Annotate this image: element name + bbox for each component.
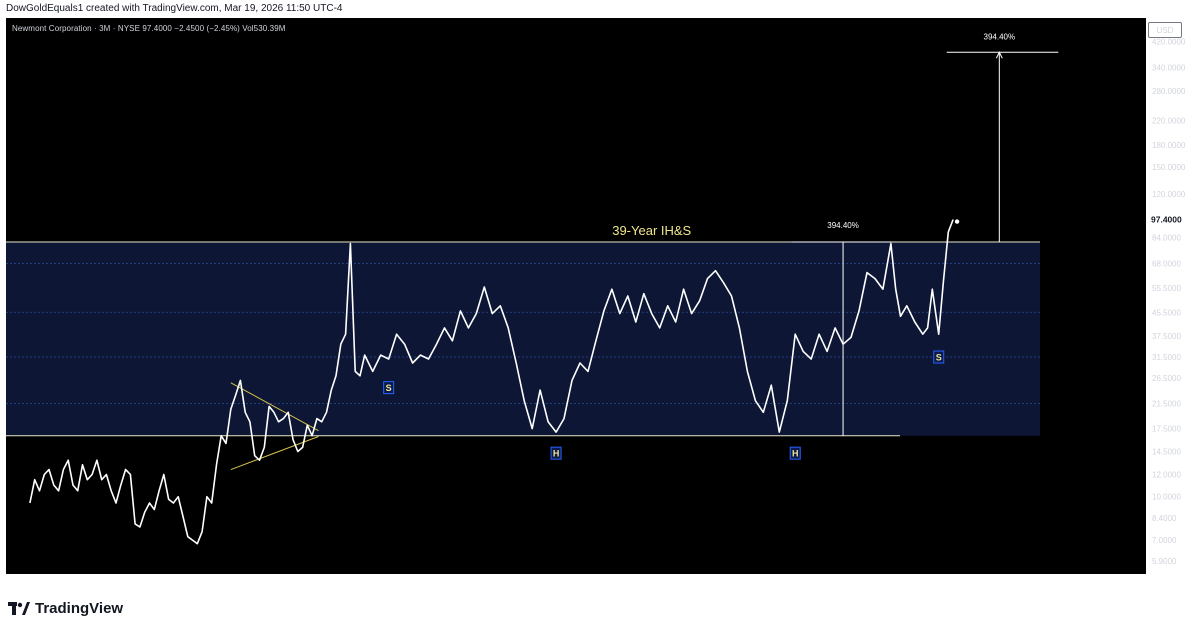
pattern-point-label: S [386, 383, 392, 393]
pattern-point-box [933, 350, 945, 364]
pattern-point-label: S [936, 353, 942, 363]
y-tick-label: 31.5000 [1152, 353, 1181, 362]
triangle-lower-line [230, 436, 319, 471]
target-arrowhead [995, 51, 1003, 59]
channel-fill [6, 242, 1040, 436]
pattern-point-label: H [792, 449, 799, 459]
price-series [29, 219, 960, 545]
series-line [29, 219, 954, 545]
y-tick-label: 68.0000 [1152, 259, 1181, 268]
y-tick-label: 45.5000 [1152, 308, 1181, 317]
pattern-point-box [383, 381, 395, 395]
attribution-text: DowGoldEquals1 created with TradingView.… [6, 3, 343, 14]
y-tick-label: 17.5000 [1152, 425, 1181, 434]
y-tick-label: 12.0000 [1152, 471, 1181, 480]
y-tick-label: 14.5000 [1152, 447, 1181, 456]
y-tick-label: 340.0000 [1152, 63, 1186, 72]
pattern-point-box [789, 446, 801, 460]
y-tick-label: 280.0000 [1152, 87, 1186, 96]
y-tick-label: 37.5000 [1152, 332, 1181, 341]
attribution-bar: DowGoldEquals1 created with TradingView.… [0, 0, 1200, 18]
last-price-label: 97.4000 [1151, 215, 1182, 225]
pattern-point-box [550, 446, 562, 460]
currency-selector[interactable]: USD [1148, 22, 1182, 38]
last-point [954, 219, 960, 224]
chart-annotations: 39-Year IH&S 394.40% 394.40% S H H S [383, 32, 1016, 460]
y-tick-label: 7.0000 [1152, 536, 1177, 545]
y-tick-label: 150.0000 [1152, 163, 1186, 172]
y-tick-label: 55.5000 [1152, 284, 1181, 293]
pattern-label: 39-Year IH&S [612, 223, 691, 238]
y-tick-label: 10.0000 [1152, 493, 1181, 502]
y-tick-label: 8.4000 [1152, 514, 1177, 523]
y-axis: 5.9000 7.0000 8.4000 10.0000 12.0000 14.5000 1… [1148, 38, 1188, 566]
target-label: 394.40% [984, 32, 1016, 41]
symbol-legend: Newmont Corporation · 3M · NYSE 97.4000 … [12, 24, 286, 33]
y-tick-label: 26.5000 [1152, 374, 1181, 383]
gridlines [6, 262, 1040, 404]
y-tick-label: 120.0000 [1152, 190, 1186, 199]
y-tick-label: 84.0000 [1152, 234, 1181, 243]
brand-name: TradingView [35, 600, 124, 617]
measured-move-label: 394.40% [827, 221, 859, 230]
tradingview-brand: TradingView [8, 600, 123, 617]
y-tick-label: 420.0000 [1152, 38, 1186, 47]
triangle-upper-line [230, 382, 319, 432]
last-price-tag [1148, 212, 1188, 227]
pattern-point-label: H [553, 449, 560, 459]
y-tick-label: 21.5000 [1152, 400, 1181, 409]
tradingview-logo-icon [8, 601, 30, 615]
footer: TradingView [0, 574, 1200, 630]
y-tick-label: 180.0000 [1152, 141, 1186, 150]
y-tick-label: 220.0000 [1152, 116, 1186, 125]
y-tick-label: 5.9000 [1152, 557, 1177, 566]
